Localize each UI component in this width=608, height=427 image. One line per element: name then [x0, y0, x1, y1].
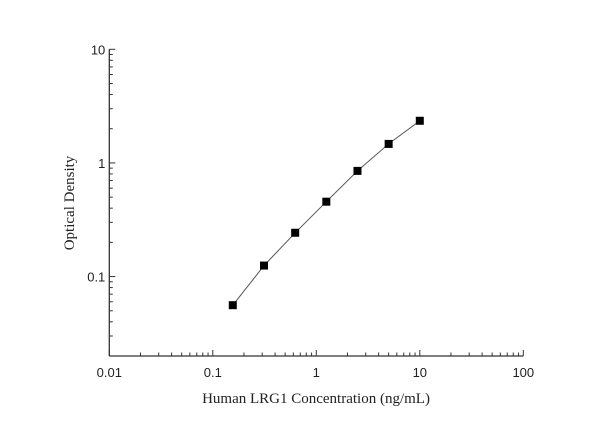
y-tick-labels: 0.1 1 10 [87, 42, 105, 284]
x-tick-label: 10 [413, 365, 427, 380]
x-tick-labels: 0.01 0.1 1 10 100 [97, 365, 535, 380]
series [228, 116, 424, 310]
x-tick-label: 0.1 [204, 365, 222, 380]
data-point [228, 301, 237, 310]
data-point [384, 139, 393, 148]
data-point [415, 116, 424, 125]
data-point [353, 166, 362, 175]
axes [108, 49, 524, 357]
x-tick-label: 1 [313, 365, 320, 380]
y-tick-label: 1 [98, 156, 105, 171]
y-axis-title: Optical Density [62, 155, 78, 250]
data-point [260, 261, 269, 270]
y-tick-label: 0.1 [87, 270, 105, 285]
fit-line [232, 120, 421, 306]
data-point [291, 228, 300, 237]
data-point [322, 197, 331, 206]
y-tick-label: 10 [91, 42, 105, 57]
x-tick-label: 100 [512, 365, 534, 380]
ticks [108, 48, 524, 357]
x-tick-label: 0.01 [97, 365, 122, 380]
x-axis-title: Human LRG1 Concentration (ng/mL) [202, 391, 430, 407]
